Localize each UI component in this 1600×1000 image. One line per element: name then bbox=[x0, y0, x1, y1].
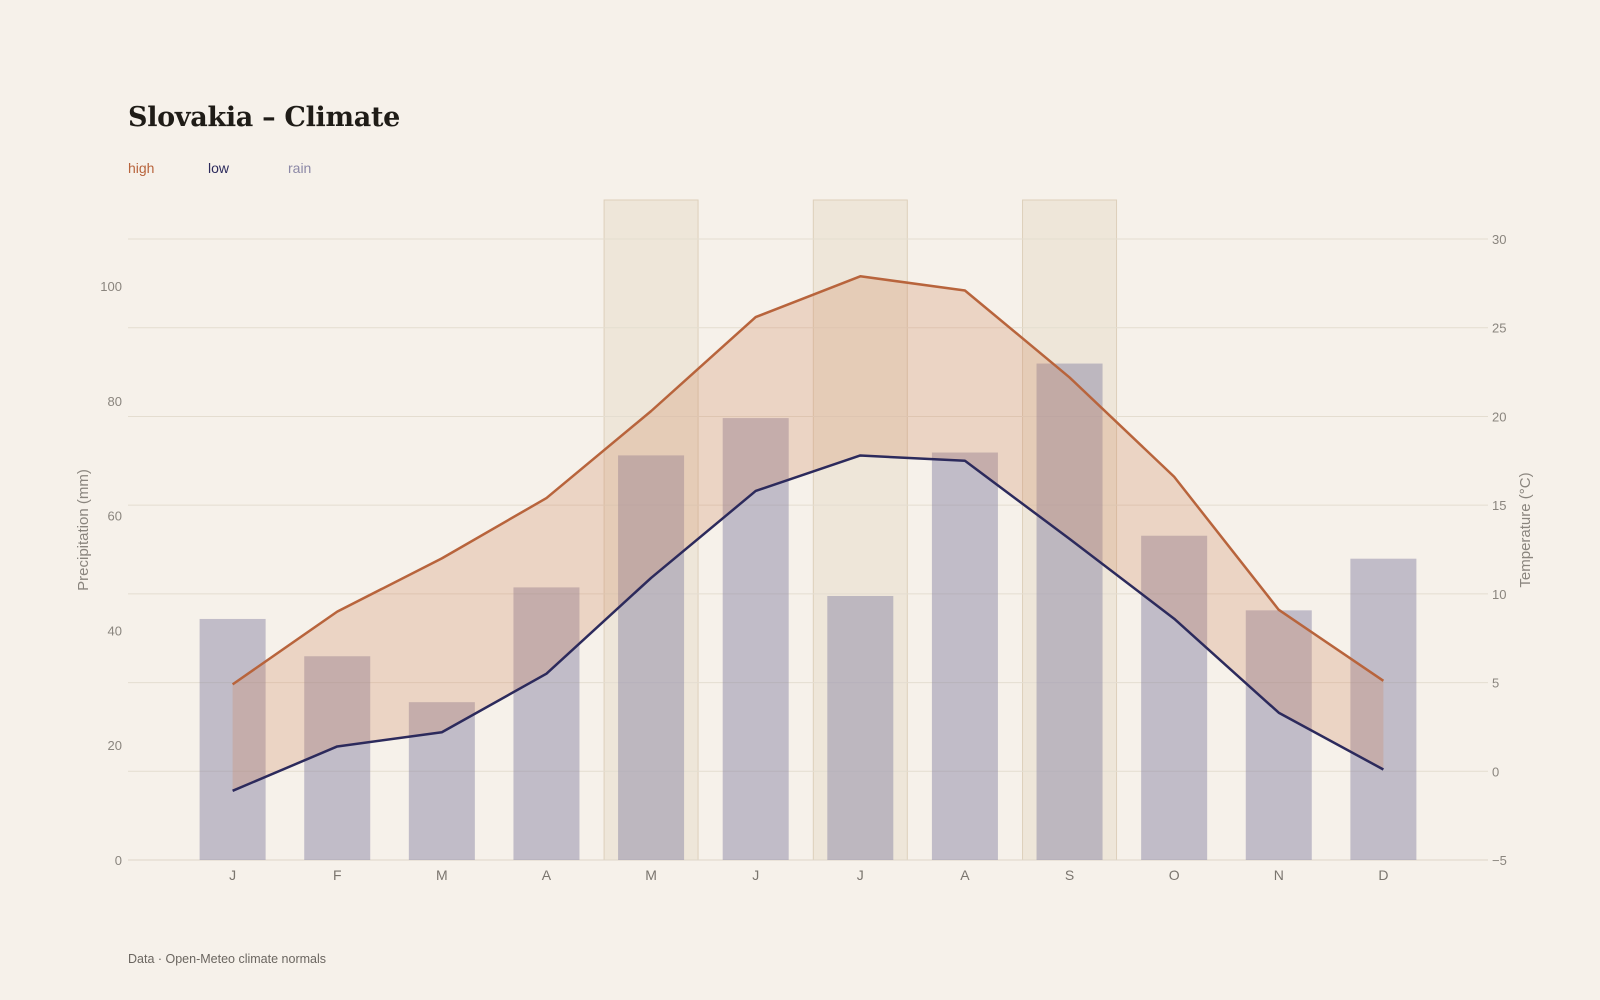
rain-bar bbox=[304, 656, 371, 860]
y-right-tick-label: 10 bbox=[1492, 587, 1506, 602]
y-left-tick-label: 100 bbox=[100, 279, 122, 294]
y-left-tick-label: 0 bbox=[115, 853, 122, 868]
high-temperature-line bbox=[231, 275, 1385, 686]
x-tick-label: M bbox=[436, 867, 448, 883]
chart-title: Slovakia – Climate bbox=[128, 102, 401, 133]
temperature-range-band bbox=[232, 276, 1384, 791]
x-tick-label: N bbox=[1274, 867, 1284, 883]
x-tick-label: O bbox=[1169, 867, 1180, 883]
legend-item-high: high bbox=[128, 160, 155, 176]
rain-bar bbox=[618, 455, 685, 860]
x-tick-label: D bbox=[1378, 867, 1388, 883]
rain-bar bbox=[1036, 363, 1103, 860]
y-left-tick-label: 40 bbox=[108, 623, 122, 638]
y-left-tick-label: 60 bbox=[108, 509, 122, 524]
x-tick-label: A bbox=[542, 867, 552, 883]
x-tick-label: J bbox=[229, 867, 236, 883]
y-right-tick-label: 25 bbox=[1492, 321, 1506, 336]
y-right-tick-label: 0 bbox=[1492, 764, 1499, 779]
legend-item-rain: rain bbox=[288, 160, 312, 176]
x-tick-label: F bbox=[333, 867, 342, 883]
rain-bar bbox=[1245, 610, 1312, 860]
rain-bar bbox=[408, 702, 475, 860]
rain-bar bbox=[1350, 558, 1417, 860]
low-temperature-line bbox=[232, 454, 1384, 792]
y-right-tick-label: 20 bbox=[1492, 409, 1506, 424]
rain-bar bbox=[931, 452, 998, 860]
y-right-tick-label: 30 bbox=[1492, 232, 1506, 247]
y-right-tick-label: −5 bbox=[1492, 853, 1507, 868]
y-right-tick-label: 5 bbox=[1492, 676, 1499, 691]
rain-bar bbox=[513, 587, 580, 860]
y-left-axis-title: Precipitation (mm) bbox=[75, 469, 92, 591]
x-tick-label: J bbox=[752, 867, 759, 883]
x-tick-label: A bbox=[960, 867, 970, 883]
rain-bar bbox=[1141, 535, 1208, 860]
y-left-tick-label: 20 bbox=[108, 738, 122, 753]
rain-bar bbox=[199, 618, 266, 860]
rain-bar bbox=[827, 596, 894, 860]
y-right-axis-title: Temperature (°C) bbox=[1517, 472, 1534, 587]
y-left-tick-label: 80 bbox=[108, 394, 122, 409]
y-right-tick-label: 15 bbox=[1492, 498, 1506, 513]
x-tick-label: M bbox=[645, 867, 657, 883]
x-tick-label: J bbox=[857, 867, 864, 883]
footer-source: Data · Open-Meteo climate normals bbox=[128, 952, 326, 966]
legend-item-low: low bbox=[208, 160, 230, 176]
x-tick-label: S bbox=[1065, 867, 1074, 883]
